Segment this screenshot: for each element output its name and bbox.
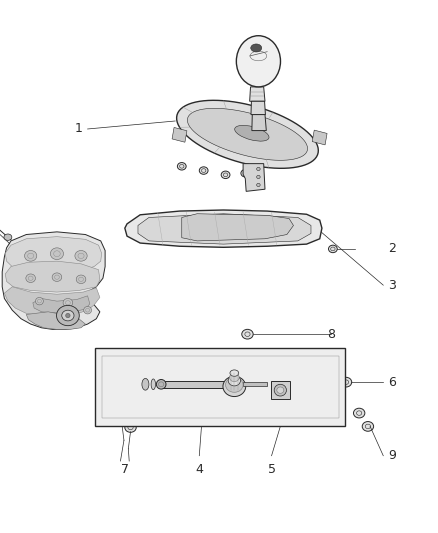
Ellipse shape (116, 414, 127, 424)
Ellipse shape (151, 379, 155, 390)
Polygon shape (182, 214, 293, 241)
Ellipse shape (52, 273, 62, 281)
Ellipse shape (75, 251, 87, 261)
Polygon shape (5, 261, 100, 292)
Ellipse shape (156, 379, 166, 389)
Text: 9: 9 (388, 449, 396, 462)
Polygon shape (172, 127, 187, 142)
Polygon shape (2, 232, 105, 329)
Ellipse shape (76, 275, 86, 284)
Polygon shape (95, 348, 345, 426)
Text: 1: 1 (75, 123, 83, 135)
Polygon shape (312, 130, 327, 145)
Polygon shape (26, 312, 85, 329)
Ellipse shape (362, 422, 374, 431)
Ellipse shape (226, 377, 243, 392)
Polygon shape (160, 381, 226, 388)
Ellipse shape (63, 298, 73, 307)
Text: 6: 6 (388, 376, 396, 389)
Ellipse shape (25, 251, 37, 261)
Text: 7: 7 (121, 463, 129, 475)
Ellipse shape (241, 169, 250, 177)
Ellipse shape (35, 297, 43, 305)
Ellipse shape (230, 370, 239, 376)
Text: 8: 8 (327, 328, 335, 341)
Ellipse shape (228, 375, 240, 386)
Polygon shape (138, 214, 311, 244)
Ellipse shape (230, 373, 239, 382)
Ellipse shape (4, 234, 12, 240)
Polygon shape (243, 382, 267, 386)
Polygon shape (125, 210, 322, 247)
Text: 4: 4 (195, 463, 203, 475)
Ellipse shape (257, 167, 260, 171)
Ellipse shape (237, 36, 280, 87)
Ellipse shape (340, 377, 352, 387)
Ellipse shape (62, 310, 74, 321)
Ellipse shape (142, 378, 149, 390)
Ellipse shape (274, 384, 286, 396)
Polygon shape (4, 287, 100, 316)
Text: 5: 5 (268, 463, 276, 475)
Polygon shape (5, 237, 102, 273)
Ellipse shape (235, 125, 269, 141)
Ellipse shape (84, 306, 92, 314)
Text: 2: 2 (388, 243, 396, 255)
Ellipse shape (199, 167, 208, 174)
Ellipse shape (177, 163, 186, 170)
Polygon shape (252, 115, 266, 131)
Ellipse shape (257, 183, 260, 187)
Ellipse shape (125, 423, 136, 432)
Polygon shape (250, 87, 265, 101)
Ellipse shape (251, 44, 261, 52)
Polygon shape (187, 108, 307, 160)
Polygon shape (177, 100, 318, 168)
Polygon shape (251, 101, 265, 115)
Ellipse shape (26, 274, 35, 282)
Ellipse shape (353, 408, 365, 418)
Polygon shape (271, 381, 290, 399)
Ellipse shape (57, 305, 79, 326)
Ellipse shape (242, 329, 253, 339)
Ellipse shape (221, 171, 230, 179)
Ellipse shape (66, 313, 70, 318)
Ellipse shape (257, 175, 260, 179)
Polygon shape (33, 296, 90, 313)
Ellipse shape (277, 387, 284, 393)
Ellipse shape (50, 248, 64, 260)
Text: 3: 3 (388, 279, 396, 292)
Ellipse shape (328, 245, 337, 253)
Ellipse shape (223, 376, 246, 397)
Polygon shape (243, 164, 265, 191)
